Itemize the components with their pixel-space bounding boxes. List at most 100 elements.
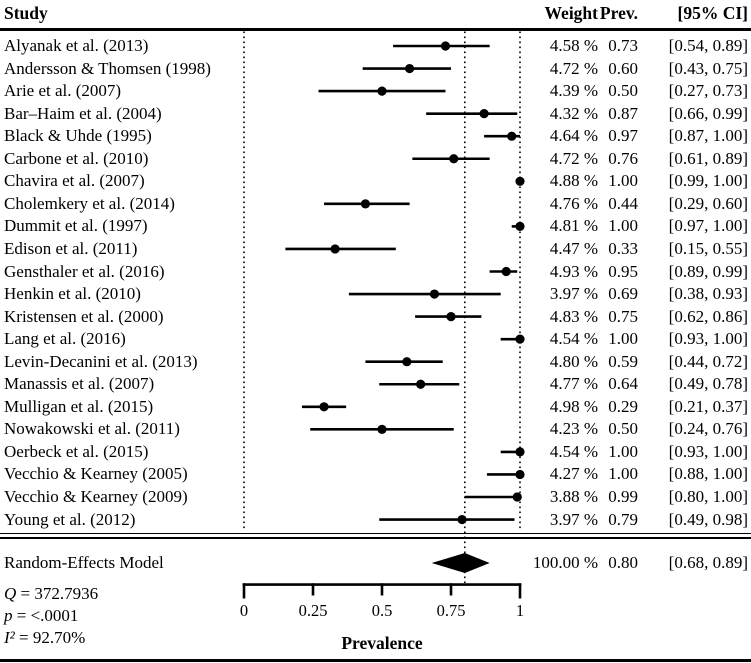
ci-value: [0.89, 0.99] <box>668 261 748 281</box>
point-estimate <box>449 154 459 164</box>
summary-separator-thick-rule <box>0 536 751 540</box>
study-row: Henkin et al. (2010) 3.97 % 0.69 [0.38, 0.9… <box>0 283 751 305</box>
study-label: Black & Uhde (1995) <box>4 126 152 146</box>
study-row: Black & Uhde (1995) 4.64 % 0.97 [0.87, 1.00… <box>0 125 751 147</box>
ci-value: [0.38, 0.93] <box>668 284 748 304</box>
heterogeneity-stat-line: Q = 372.7936 <box>4 583 98 605</box>
weight-value: 4.81 % <box>549 216 598 236</box>
column-header-prev: Prev. <box>599 3 638 23</box>
summary-row: Random-Effects Model 100.00 % 0.80 [0.68… <box>0 552 751 574</box>
ci-value: [0.49, 0.78] <box>668 374 748 394</box>
prev-value: 0.75 <box>608 306 638 326</box>
study-row: Kristensen et al. (2000) 4.83 % 0.75 [0.62,… <box>0 306 751 328</box>
study-row: Mulligan et al. (2015) 4.98 % 0.29 [0.21, 0… <box>0 396 751 418</box>
prev-value: 0.76 <box>608 148 638 168</box>
prev-value: 0.99 <box>608 487 638 506</box>
ci-value: [0.21, 0.37] <box>668 396 748 416</box>
stat-symbol: Q <box>4 584 17 603</box>
prev-value: 0.44 <box>608 193 638 213</box>
prev-value: 0.69 <box>608 284 638 304</box>
prev-value: 0.95 <box>608 261 638 281</box>
ci-value: [0.61, 0.89] <box>668 148 748 168</box>
point-estimate <box>507 131 517 141</box>
ci-value: [0.97, 1.00] <box>668 216 748 236</box>
x-axis-tick-label: 1 <box>515 601 525 620</box>
weight-value: 4.93 % <box>549 261 598 281</box>
point-estimate <box>440 41 451 51</box>
study-row: Edison et al. (2011) 4.47 % 0.33 [0.15, 0.5… <box>0 238 751 260</box>
ci-value: [0.29, 0.60] <box>668 193 748 213</box>
point-estimate <box>515 469 525 480</box>
prev-value: 0.50 <box>608 419 638 439</box>
ci-value: [0.49, 0.98] <box>668 509 748 529</box>
weight-value: 4.54 % <box>549 329 598 349</box>
prev-value: 0.64 <box>608 374 638 394</box>
study-label: Nowakowski et al. (2011) <box>4 419 180 439</box>
study-row: Levin-Decanini et al. (2013) 4.80 % 0.59 [0… <box>0 351 751 373</box>
summary-weight-value: 100.00 % <box>532 553 598 572</box>
prev-value: 1.00 <box>608 329 638 349</box>
study-row: Manassis et al. (2007) 4.77 % 0.64 [0.49, 0… <box>0 373 751 395</box>
column-header-study: Study <box>4 3 48 23</box>
weight-value: 4.47 % <box>549 238 598 258</box>
summary-prev-value: 0.80 <box>608 553 638 572</box>
prev-value: 1.00 <box>608 171 638 191</box>
x-axis-tick-label: 0.75 <box>436 601 466 620</box>
ci-value: [0.43, 0.75] <box>668 58 748 78</box>
ci-value: [0.80, 1.00] <box>668 487 748 506</box>
point-estimate <box>501 266 511 277</box>
weight-value: 4.77 % <box>549 374 598 394</box>
study-label: Cholemkery et al. (2014) <box>4 193 175 213</box>
point-estimate <box>402 357 412 367</box>
weight-value: 3.88 % <box>549 487 598 506</box>
weight-value: 4.39 % <box>549 81 598 101</box>
point-estimate <box>319 402 329 412</box>
column-header-ci: [95% CI] <box>677 3 748 23</box>
study-row: Young et al. (2012) 3.97 % 0.79 [0.49, 0.98… <box>0 509 751 531</box>
prev-value: 0.50 <box>608 81 638 101</box>
study-row: Oerbeck et al. (2015) 4.54 % 1.00 [0.93, 1.… <box>0 441 751 463</box>
weight-value: 4.98 % <box>549 396 598 416</box>
point-estimate <box>360 199 371 209</box>
summary-separator-thin-rule <box>0 532 751 534</box>
study-label: Bar–Haim et al. (2004) <box>4 103 162 123</box>
weight-value: 4.83 % <box>549 306 598 326</box>
point-estimate <box>457 514 467 525</box>
study-label: Henkin et al. (2010) <box>4 284 141 304</box>
point-estimate <box>330 244 340 254</box>
ci-value: [0.54, 0.89] <box>668 36 748 55</box>
prev-value: 0.59 <box>608 351 638 371</box>
prev-value: 0.33 <box>608 238 638 258</box>
study-row: Vecchio & Kearney (2009) 3.88 % 0.99 [0.80,… <box>0 486 751 508</box>
stat-symbol: I² <box>4 628 15 647</box>
prev-value: 1.00 <box>608 464 638 484</box>
study-label: Dummit et al. (1997) <box>4 216 148 236</box>
stat-equals: = <box>14 628 33 647</box>
stat-value: <.0001 <box>30 606 79 625</box>
study-label: Vecchio & Kearney (2005) <box>4 464 188 484</box>
point-estimate <box>512 492 522 502</box>
weight-value: 4.64 % <box>549 126 598 146</box>
study-label: Levin-Decanini et al. (2013) <box>4 351 198 371</box>
study-row: Andersson & Thomsen (1998) 4.72 % 0.60 [0.4… <box>0 58 751 80</box>
study-label: Alyanak et al. (2013) <box>4 36 149 55</box>
study-label: Vecchio & Kearney (2009) <box>4 487 188 506</box>
study-label: Young et al. (2012) <box>4 509 136 529</box>
prev-value: 0.29 <box>608 396 638 416</box>
ci-value: [0.44, 0.72] <box>668 351 748 371</box>
ci-value: [0.62, 0.86] <box>668 306 748 326</box>
study-row: Dummit et al. (1997) 4.81 % 1.00 [0.97, 1.0… <box>0 215 751 237</box>
study-row: Nowakowski et al. (2011) 4.23 % 0.50 [0.24,… <box>0 418 751 440</box>
prev-value: 1.00 <box>608 441 638 461</box>
study-row: Bar–Haim et al. (2004) 4.32 % 0.87 [0.66, 0… <box>0 103 751 125</box>
study-label: Kristensen et al. (2000) <box>4 306 164 326</box>
weight-value: 4.76 % <box>549 193 598 213</box>
point-estimate <box>429 289 440 299</box>
x-axis-title: Prevalence <box>341 633 423 653</box>
weight-value: 3.97 % <box>549 509 598 529</box>
study-label: Carbone et al. (2010) <box>4 148 149 168</box>
stat-value: 372.7936 <box>34 584 99 603</box>
ci-value: [0.93, 1.00] <box>668 441 748 461</box>
